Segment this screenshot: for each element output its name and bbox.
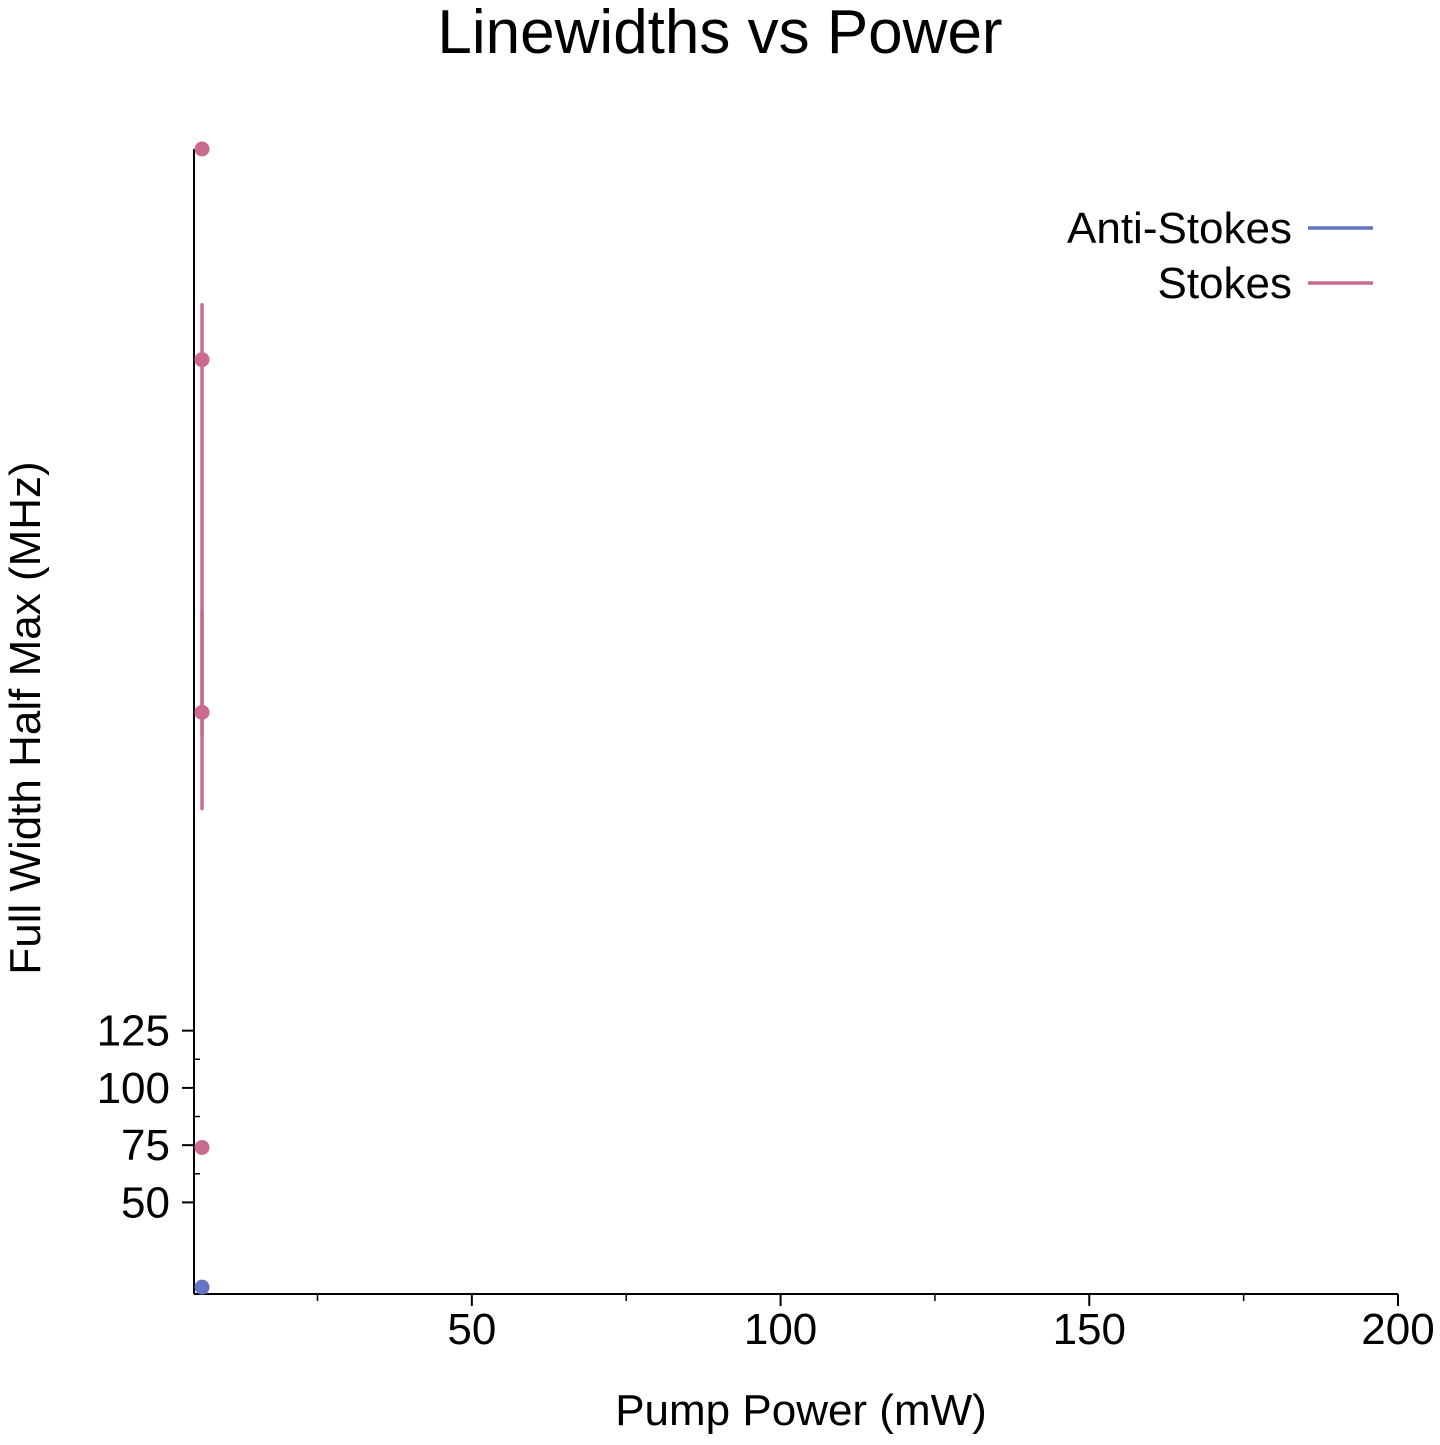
legend-label-anti-stokes: Anti-Stokes xyxy=(1067,204,1292,253)
ticks: 50 100 150 200 50 75 100 125 xyxy=(97,1007,1435,1354)
y-tick-label: 125 xyxy=(97,1007,170,1056)
y-tick-label: 75 xyxy=(121,1121,170,1170)
y-tick-label: 100 xyxy=(97,1064,170,1113)
x-tick-label: 200 xyxy=(1361,1305,1434,1354)
anti-stokes-point xyxy=(194,1279,210,1295)
stokes-point xyxy=(194,704,210,720)
x-tick-label: 50 xyxy=(447,1305,496,1354)
axes xyxy=(193,149,1398,1295)
y-tick-label: 50 xyxy=(121,1178,170,1227)
legend: Anti-Stokes Stokes xyxy=(1067,204,1373,308)
data-marks xyxy=(194,141,210,1295)
x-tick-label: 100 xyxy=(744,1305,817,1354)
y-axis-label: Full Width Half Max (MHz) xyxy=(1,461,50,974)
stokes-point xyxy=(194,141,210,157)
chart-title: Linewidths vs Power xyxy=(437,0,1002,67)
stokes-point xyxy=(194,352,210,368)
x-axis-label: Pump Power (mW) xyxy=(615,1386,987,1435)
x-tick-label: 150 xyxy=(1053,1305,1126,1354)
legend-label-stokes: Stokes xyxy=(1157,259,1292,308)
stokes-point xyxy=(194,1139,210,1155)
